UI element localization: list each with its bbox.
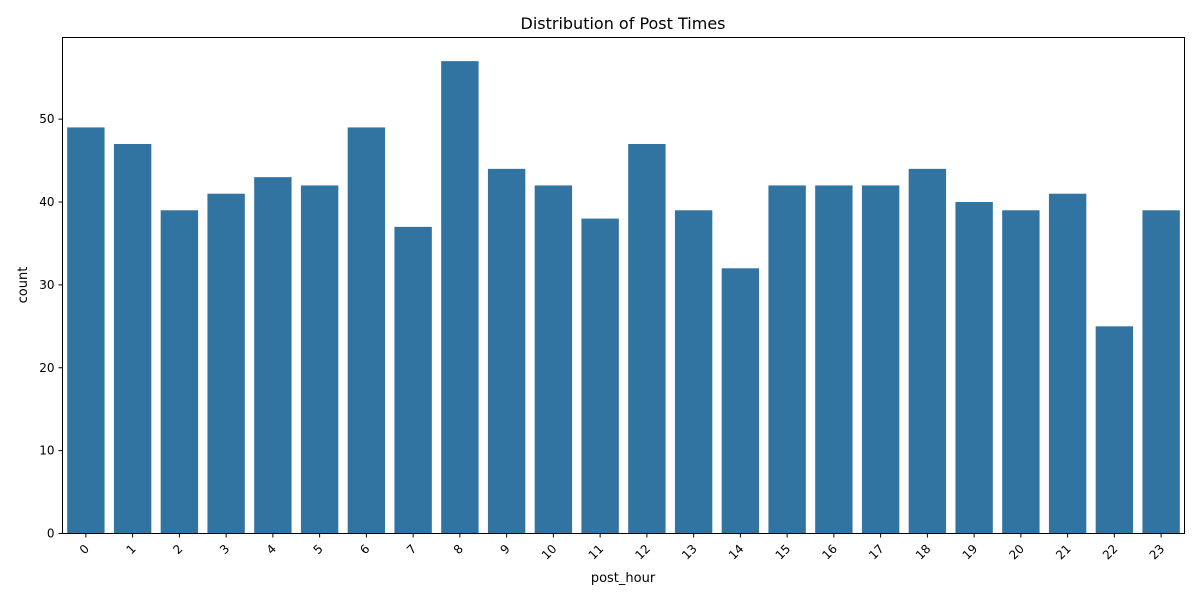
x-tick-label: 6 — [357, 542, 372, 557]
bar-hour-10 — [534, 185, 573, 534]
bar-hour-2 — [160, 210, 199, 534]
bar-hour-22 — [1095, 326, 1134, 534]
x-tick-label: 17 — [866, 542, 887, 563]
y-tick-label: 0 — [47, 527, 55, 541]
y-tick-label: 10 — [39, 444, 54, 458]
bar-hour-12 — [628, 143, 666, 534]
x-tick-label: 5 — [310, 542, 325, 557]
x-tick-label: 10 — [539, 542, 560, 563]
plot-frame — [62, 37, 1185, 534]
bar-hour-9 — [487, 168, 526, 534]
x-tick-label: 4 — [264, 542, 279, 557]
bar-hour-1 — [113, 143, 152, 534]
bar-hour-4 — [254, 177, 292, 534]
x-axis: 0 1 2 3 4 5 6 7 8 9 10 11 12 13 14 15 16 17 18 19 20 21 22 23 — [77, 533, 1168, 563]
bar-hour-23 — [1142, 210, 1180, 534]
bar-hour-5 — [300, 185, 339, 534]
y-tick-label: 20 — [39, 361, 54, 375]
bar-hour-6 — [347, 127, 386, 534]
bar-hour-3 — [207, 193, 245, 534]
bar-hour-16 — [815, 185, 853, 534]
x-tick-label: 12 — [632, 542, 653, 563]
x-tick-label: 22 — [1100, 542, 1121, 563]
x-tick-label: 9 — [497, 542, 512, 557]
y-tick-label: 50 — [39, 112, 54, 126]
bars-group — [67, 61, 1180, 534]
bar-hour-20 — [1002, 210, 1040, 534]
x-tick-label: 21 — [1053, 542, 1074, 563]
chart-title: Distribution of Post Times — [521, 14, 726, 33]
bar-hour-15 — [768, 185, 806, 534]
bar-hour-21 — [1048, 193, 1087, 534]
bar-hour-7 — [394, 226, 432, 534]
x-tick-label: 3 — [217, 542, 232, 557]
bar-hour-17 — [861, 185, 900, 534]
x-tick-label: 14 — [726, 542, 747, 563]
bar-hour-11 — [581, 218, 619, 534]
x-tick-label: 2 — [170, 542, 185, 557]
y-tick-label: 30 — [39, 278, 54, 292]
x-tick-label: 13 — [679, 542, 700, 563]
x-tick-label: 20 — [1006, 542, 1027, 563]
x-tick-label: 7 — [404, 542, 419, 557]
y-axis-label: count — [16, 267, 31, 304]
x-axis-label: post_hour — [591, 571, 656, 586]
y-axis: 0 10 20 30 40 50 — [39, 112, 63, 541]
y-tick-label: 40 — [39, 195, 54, 209]
x-tick-label: 8 — [451, 542, 466, 557]
bar-hour-19 — [955, 202, 993, 534]
x-tick-label: 15 — [773, 542, 794, 563]
bar-hour-14 — [721, 268, 760, 534]
x-tick-label: 18 — [913, 542, 934, 563]
x-tick-label: 0 — [77, 542, 92, 557]
bar-hour-13 — [674, 210, 713, 534]
x-tick-label: 19 — [960, 542, 981, 563]
bar-hour-8 — [441, 61, 479, 534]
x-tick-label: 16 — [819, 542, 840, 563]
x-tick-label: 11 — [586, 542, 607, 563]
x-tick-label: 23 — [1147, 542, 1168, 563]
x-tick-label: 1 — [123, 542, 138, 557]
bar-hour-18 — [908, 168, 947, 534]
bar-hour-0 — [67, 127, 105, 534]
